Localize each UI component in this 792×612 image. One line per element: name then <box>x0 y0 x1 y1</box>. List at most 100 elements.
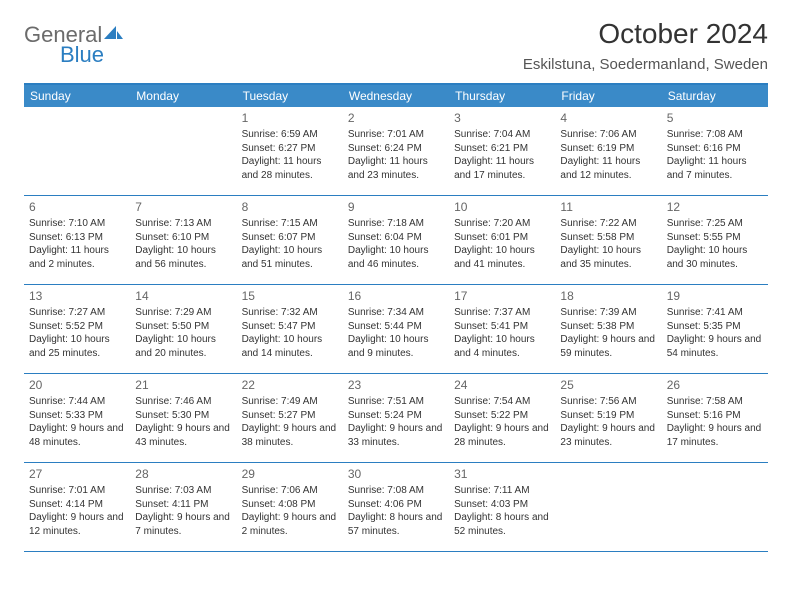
day-info: Sunrise: 7:08 AMSunset: 4:06 PMDaylight:… <box>348 484 444 538</box>
day-cell: 23 Sunrise: 7:51 AMSunset: 5:24 PMDayligh… <box>343 374 449 462</box>
day-cell: 16 Sunrise: 7:34 AMSunset: 5:44 PMDayligh… <box>343 285 449 373</box>
day-number: 24 <box>454 377 550 393</box>
day-info: Sunrise: 7:25 AMSunset: 5:55 PMDaylight:… <box>667 217 763 271</box>
day-cell: 25 Sunrise: 7:56 AMSunset: 5:19 PMDayligh… <box>555 374 661 462</box>
day-cell: 14 Sunrise: 7:29 AMSunset: 5:50 PMDayligh… <box>130 285 236 373</box>
day-number: 22 <box>242 377 338 393</box>
day-number: 28 <box>135 466 231 482</box>
day-info: Sunrise: 7:29 AMSunset: 5:50 PMDaylight:… <box>135 306 231 360</box>
day-number: 3 <box>454 110 550 126</box>
title-block: October 2024 Eskilstuna, Soedermanland, … <box>523 18 768 73</box>
day-info: Sunrise: 7:15 AMSunset: 6:07 PMDaylight:… <box>242 217 338 271</box>
day-info: Sunrise: 7:39 AMSunset: 5:38 PMDaylight:… <box>560 306 656 360</box>
day-number: 9 <box>348 199 444 215</box>
day-cell: 5 Sunrise: 7:08 AMSunset: 6:16 PMDaylight… <box>662 107 768 195</box>
day-info: Sunrise: 7:04 AMSunset: 6:21 PMDaylight:… <box>454 128 550 182</box>
day-cell: 31Sunrise: 7:11 AMSunset: 4:03 PMDayligh… <box>449 463 555 551</box>
day-cell: 8Sunrise: 7:15 AMSunset: 6:07 PMDaylight… <box>237 196 343 284</box>
day-number: 23 <box>348 377 444 393</box>
day-number: 15 <box>242 288 338 304</box>
day-info: Sunrise: 7:41 AMSunset: 5:35 PMDaylight:… <box>667 306 763 360</box>
day-header: Friday <box>555 85 661 107</box>
day-number: 20 <box>29 377 125 393</box>
day-info: Sunrise: 7:11 AMSunset: 4:03 PMDaylight:… <box>454 484 550 538</box>
day-cell: 11 Sunrise: 7:22 AMSunset: 5:58 PMDayligh… <box>555 196 661 284</box>
day-info: Sunrise: 7:32 AMSunset: 5:47 PMDaylight:… <box>242 306 338 360</box>
day-number: 27 <box>29 466 125 482</box>
day-number: 26 <box>667 377 763 393</box>
day-cell: 7 Sunrise: 7:13 AMSunset: 6:10 PMDaylight… <box>130 196 236 284</box>
day-cell: 26 Sunrise: 7:58 AMSunset: 5:16 PMDayligh… <box>662 374 768 462</box>
day-info: Sunrise: 7:27 AMSunset: 5:52 PMDaylight:… <box>29 306 125 360</box>
day-header: Monday <box>130 85 236 107</box>
day-number: 30 <box>348 466 444 482</box>
day-info: Sunrise: 7:46 AMSunset: 5:30 PMDaylight:… <box>135 395 231 449</box>
day-cell: 20 Sunrise: 7:44 AMSunset: 5:33 PMDayligh… <box>24 374 130 462</box>
day-number: 25 <box>560 377 656 393</box>
week-row: 6 Sunrise: 7:10 AMSunset: 6:13 PMDaylight… <box>24 196 768 285</box>
week-row: 27 Sunrise: 7:01 AMSunset: 4:14 PMDayligh… <box>24 463 768 552</box>
day-info: Sunrise: 7:06 AMSunset: 4:08 PMDaylight:… <box>242 484 338 538</box>
day-header: Thursday <box>449 85 555 107</box>
day-number: 12 <box>667 199 763 215</box>
day-cell: 21Sunrise: 7:46 AMSunset: 5:30 PMDayligh… <box>130 374 236 462</box>
day-number: 5 <box>667 110 763 126</box>
day-cell <box>130 107 236 195</box>
day-cell: 2Sunrise: 7:01 AMSunset: 6:24 PMDaylight… <box>343 107 449 195</box>
day-number: 7 <box>135 199 231 215</box>
day-info: Sunrise: 7:06 AMSunset: 6:19 PMDaylight:… <box>560 128 656 182</box>
day-cell: 10 Sunrise: 7:20 AMSunset: 6:01 PMDayligh… <box>449 196 555 284</box>
day-number: 17 <box>454 288 550 304</box>
logo-text-blue: Blue <box>60 42 125 68</box>
day-number: 16 <box>348 288 444 304</box>
day-cell: 30 Sunrise: 7:08 AMSunset: 4:06 PMDayligh… <box>343 463 449 551</box>
week-row: 20 Sunrise: 7:44 AMSunset: 5:33 PMDayligh… <box>24 374 768 463</box>
day-info: Sunrise: 7:22 AMSunset: 5:58 PMDaylight:… <box>560 217 656 271</box>
day-info: Sunrise: 7:49 AMSunset: 5:27 PMDaylight:… <box>242 395 338 449</box>
week-row: 13 Sunrise: 7:27 AMSunset: 5:52 PMDayligh… <box>24 285 768 374</box>
day-number: 18 <box>560 288 656 304</box>
day-info: Sunrise: 7:51 AMSunset: 5:24 PMDaylight:… <box>348 395 444 449</box>
day-header: Wednesday <box>343 85 449 107</box>
day-info: Sunrise: 7:01 AMSunset: 4:14 PMDaylight:… <box>29 484 125 538</box>
day-cell: 12 Sunrise: 7:25 AMSunset: 5:55 PMDayligh… <box>662 196 768 284</box>
day-info: Sunrise: 7:03 AMSunset: 4:11 PMDaylight:… <box>135 484 231 538</box>
day-cell <box>662 463 768 551</box>
day-cell <box>24 107 130 195</box>
day-number: 11 <box>560 199 656 215</box>
day-info: Sunrise: 7:58 AMSunset: 5:16 PMDaylight:… <box>667 395 763 449</box>
day-number: 10 <box>454 199 550 215</box>
day-info: Sunrise: 6:59 AMSunset: 6:27 PMDaylight:… <box>242 128 338 182</box>
day-info: Sunrise: 7:20 AMSunset: 6:01 PMDaylight:… <box>454 217 550 271</box>
location-label: Eskilstuna, Soedermanland, Sweden <box>523 56 768 73</box>
day-info: Sunrise: 7:13 AMSunset: 6:10 PMDaylight:… <box>135 217 231 271</box>
day-number: 29 <box>242 466 338 482</box>
day-info: Sunrise: 7:08 AMSunset: 6:16 PMDaylight:… <box>667 128 763 182</box>
day-cell: 4 Sunrise: 7:06 AMSunset: 6:19 PMDaylight… <box>555 107 661 195</box>
logo: GeneralBlue <box>24 22 125 68</box>
day-number: 13 <box>29 288 125 304</box>
day-cell: 17 Sunrise: 7:37 AMSunset: 5:41 PMDayligh… <box>449 285 555 373</box>
header: GeneralBlue October 2024 Eskilstuna, Soe… <box>24 18 768 73</box>
day-info: Sunrise: 7:44 AMSunset: 5:33 PMDaylight:… <box>29 395 125 449</box>
day-cell: 24Sunrise: 7:54 AMSunset: 5:22 PMDayligh… <box>449 374 555 462</box>
day-cell: 18 Sunrise: 7:39 AMSunset: 5:38 PMDayligh… <box>555 285 661 373</box>
day-info: Sunrise: 7:37 AMSunset: 5:41 PMDaylight:… <box>454 306 550 360</box>
day-cell: 3 Sunrise: 7:04 AMSunset: 6:21 PMDaylight… <box>449 107 555 195</box>
logo-sail-icon <box>103 25 125 41</box>
day-number: 14 <box>135 288 231 304</box>
day-cell: 6 Sunrise: 7:10 AMSunset: 6:13 PMDaylight… <box>24 196 130 284</box>
day-info: Sunrise: 7:56 AMSunset: 5:19 PMDaylight:… <box>560 395 656 449</box>
day-number: 6 <box>29 199 125 215</box>
day-cell: 28 Sunrise: 7:03 AMSunset: 4:11 PMDayligh… <box>130 463 236 551</box>
day-cell: 15 Sunrise: 7:32 AMSunset: 5:47 PMDayligh… <box>237 285 343 373</box>
day-header: Tuesday <box>237 85 343 107</box>
day-info: Sunrise: 7:18 AMSunset: 6:04 PMDaylight:… <box>348 217 444 271</box>
day-cell: 29 Sunrise: 7:06 AMSunset: 4:08 PMDayligh… <box>237 463 343 551</box>
day-number: 4 <box>560 110 656 126</box>
day-info: Sunrise: 7:34 AMSunset: 5:44 PMDaylight:… <box>348 306 444 360</box>
day-info: Sunrise: 7:10 AMSunset: 6:13 PMDaylight:… <box>29 217 125 271</box>
day-cell: 13 Sunrise: 7:27 AMSunset: 5:52 PMDayligh… <box>24 285 130 373</box>
day-info: Sunrise: 7:01 AMSunset: 6:24 PMDaylight:… <box>348 128 444 182</box>
day-number: 1 <box>242 110 338 126</box>
